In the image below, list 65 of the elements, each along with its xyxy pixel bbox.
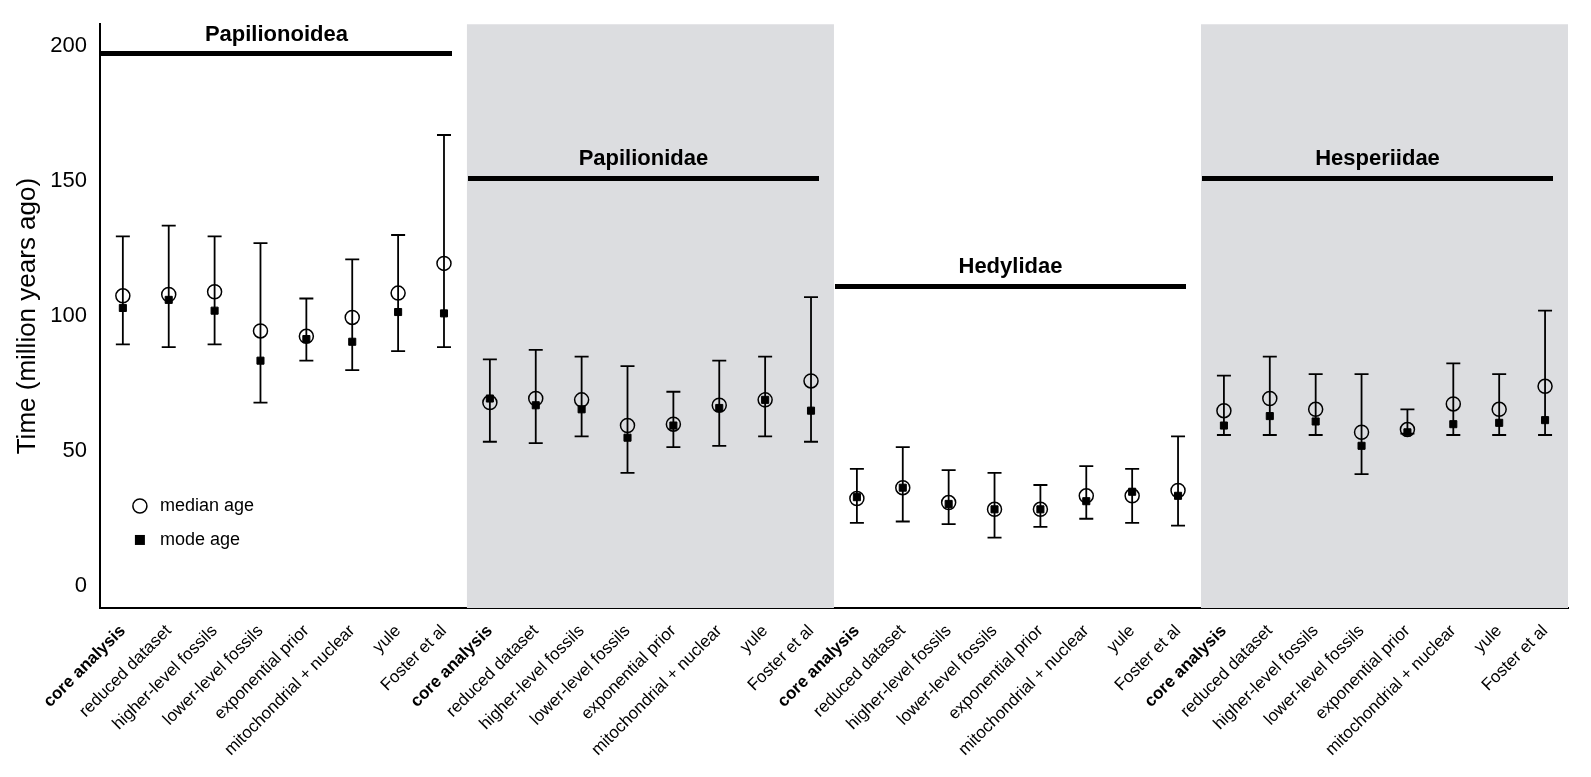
point [390,285,406,301]
point [160,286,177,303]
point [1399,421,1416,438]
y-axis-title: Time (million years ago) [10,177,41,455]
annotation: Papilionoidea [204,20,349,46]
y-tick-label: 150 [50,167,87,193]
annotation: Hedylidae [958,253,1063,279]
y-tick-label: 0 [74,572,87,598]
point [573,392,590,408]
point [1311,417,1320,426]
point [348,337,357,346]
point [895,479,911,496]
point [803,373,819,389]
point [577,405,586,414]
point [1307,401,1324,418]
point [711,397,728,414]
point [1445,396,1462,412]
point [806,406,816,415]
point [1449,420,1458,429]
point [531,401,540,410]
point [298,328,315,345]
point [482,394,498,411]
point [344,309,360,326]
point [252,323,269,339]
legend-label: median age [159,494,254,515]
point [940,494,957,511]
point [115,288,131,304]
point [619,417,636,434]
point [210,306,219,315]
point [528,390,544,407]
point [1537,378,1553,395]
point [665,416,682,432]
y-tick-label: 50 [62,437,87,463]
point [164,295,173,304]
point [1262,390,1278,407]
point [1491,401,1507,418]
point [394,307,403,317]
point [1265,412,1274,421]
point [849,490,865,507]
point [439,309,449,318]
point [757,392,773,408]
point [1170,482,1186,499]
point [1353,424,1370,441]
annotation: Hesperiidae [1315,145,1440,171]
point [206,284,223,300]
legend-label: mode age [159,528,240,549]
point [1541,416,1550,425]
point [986,501,1003,518]
point [1082,497,1091,506]
y-tick-label: 100 [50,302,87,328]
annotation: Papilionidae [578,145,709,171]
point [1124,488,1140,504]
point [623,433,632,442]
point [256,356,265,365]
point [1216,402,1232,419]
point [118,303,127,313]
point [436,255,452,272]
point [1357,441,1366,450]
point [485,394,494,403]
point [1032,501,1049,518]
y-tick-label: 200 [50,31,87,57]
point [1219,421,1228,430]
point [1495,418,1504,427]
point [1174,491,1183,500]
point [1078,488,1095,504]
